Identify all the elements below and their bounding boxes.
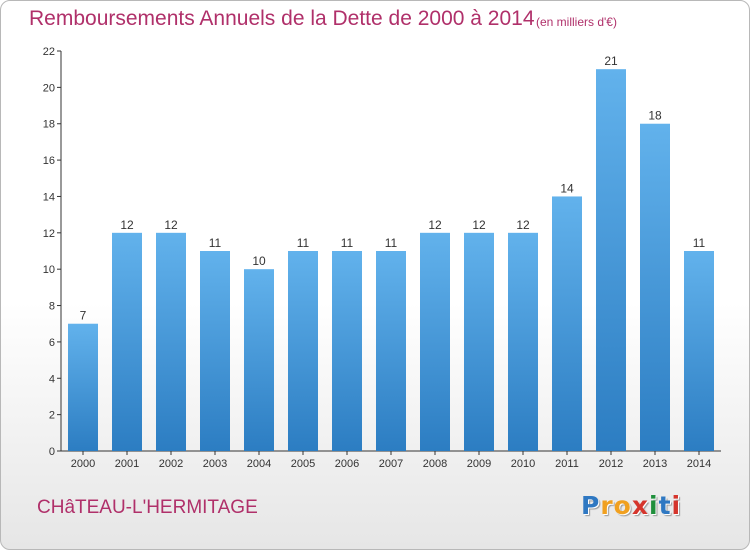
bar-value-label: 10 xyxy=(252,254,266,268)
bar xyxy=(244,269,274,451)
bar xyxy=(112,232,142,451)
y-tick-label: 16 xyxy=(43,155,55,167)
x-tick-label: 2000 xyxy=(71,458,95,470)
y-tick-label: 8 xyxy=(49,301,55,313)
bar xyxy=(200,251,230,451)
bar-value-label: 11 xyxy=(693,236,706,250)
y-tick-label: 10 xyxy=(43,264,55,276)
bar-value-label: 11 xyxy=(341,236,354,250)
bar xyxy=(420,232,450,451)
bar-value-label: 18 xyxy=(648,109,662,123)
y-tick-label: 12 xyxy=(43,228,55,240)
commune-name: CHâTEAU-L'HERMITAGE xyxy=(37,497,258,518)
x-tick-label: 2009 xyxy=(467,458,491,470)
bar xyxy=(464,232,494,451)
chart-title: Remboursements Annuels de la Dette de 20… xyxy=(29,7,535,30)
x-axis: 2000 2001 2002 2003 2004 2005 2006 2007 2008 2009… xyxy=(61,450,721,470)
y-tick-label: 0 xyxy=(49,446,55,458)
bar-value-label: 11 xyxy=(385,236,398,250)
logo-letter: x xyxy=(631,491,649,520)
x-tick-label: 2013 xyxy=(643,458,667,470)
x-tick-label: 2008 xyxy=(423,458,447,470)
bars: 7 12 12 11 10 11 11 11 12 12 12 14 21 18 11 xyxy=(68,54,714,452)
y-tick-label: 20 xyxy=(43,82,55,94)
logo-letter: i xyxy=(649,491,659,520)
bar xyxy=(596,69,626,451)
y-axis: 0 2 4 6 8 10 12 14 16 18 20 22 xyxy=(43,46,62,458)
proxiti-logo: Proxiti xyxy=(581,491,681,520)
bar-value-label: 12 xyxy=(428,218,442,232)
x-tick-label: 2001 xyxy=(115,458,139,470)
bar-value-label: 11 xyxy=(209,236,222,250)
logo-letter: P xyxy=(581,491,601,520)
bar-value-label: 14 xyxy=(560,181,574,195)
x-tick-label: 2006 xyxy=(335,458,359,470)
y-tick-label: 18 xyxy=(43,119,55,131)
bar xyxy=(376,251,406,451)
bar xyxy=(156,232,186,451)
bar-value-label: 12 xyxy=(164,218,178,232)
y-tick-label: 6 xyxy=(49,337,55,349)
x-tick-label: 2011 xyxy=(555,458,579,470)
logo-letter: r xyxy=(600,491,614,520)
bar xyxy=(288,251,318,451)
chart-subtitle: (en milliers d'€) xyxy=(536,15,617,29)
x-tick-label: 2004 xyxy=(247,458,271,470)
x-tick-label: 2003 xyxy=(203,458,227,470)
bar xyxy=(68,323,98,451)
x-tick-label: 2007 xyxy=(379,458,403,470)
bar xyxy=(332,251,362,451)
y-tick-label: 2 xyxy=(49,410,55,422)
y-tick-label: 4 xyxy=(49,373,55,385)
bar-value-label: 7 xyxy=(80,309,87,323)
logo-letter: t xyxy=(658,491,672,520)
bar xyxy=(640,123,670,452)
logo-letter: i xyxy=(671,491,682,520)
logo-letter: o xyxy=(613,491,632,520)
bar-value-label: 12 xyxy=(120,218,134,232)
y-tick-label: 22 xyxy=(43,46,55,58)
bar-value-label: 12 xyxy=(472,218,486,232)
bar-value-label: 21 xyxy=(604,54,618,68)
bar-value-label: 11 xyxy=(297,236,310,250)
x-tick-label: 2010 xyxy=(511,458,535,470)
x-tick-label: 2014 xyxy=(687,458,711,470)
bar xyxy=(552,196,582,451)
bar xyxy=(684,251,714,451)
x-tick-label: 2012 xyxy=(599,458,623,470)
x-tick-label: 2002 xyxy=(159,458,183,470)
bar xyxy=(508,232,538,451)
bar-value-label: 12 xyxy=(516,218,530,232)
x-tick-label: 2005 xyxy=(291,458,315,470)
y-tick-label: 14 xyxy=(43,191,55,203)
